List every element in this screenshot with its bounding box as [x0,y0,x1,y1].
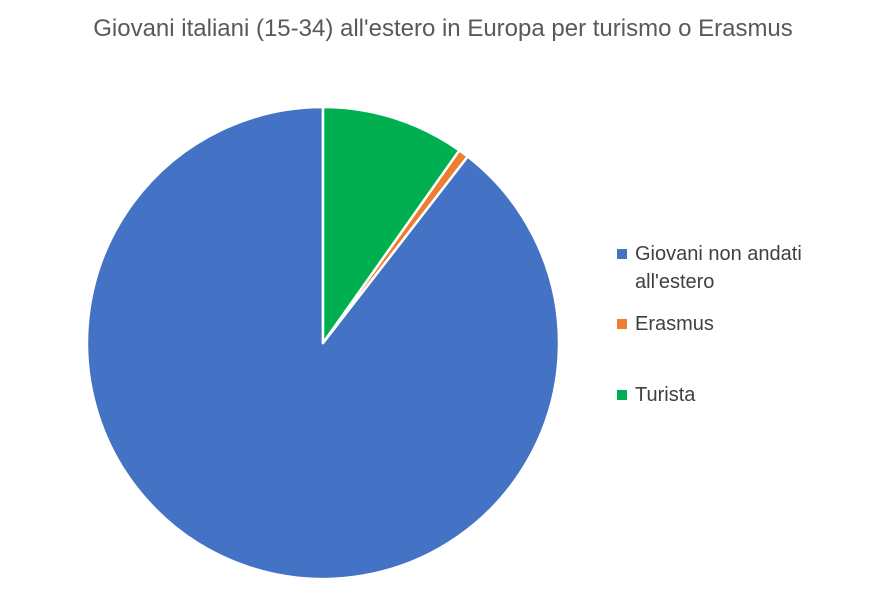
legend-swatch-turista [617,390,627,400]
legend-swatch-erasmus [617,319,627,329]
chart-title: Giovani italiani (15-34) all'estero in E… [93,15,793,42]
legend-label-erasmus: Erasmus [635,313,714,335]
legend: Giovani non andati all'estero Erasmus Tu… [617,240,857,409]
pie-slices [85,105,561,581]
legend-label-giovani: Giovani non andati all'estero [635,243,802,293]
legend-swatch-giovani [617,249,627,259]
legend-label-turista: Turista [635,384,696,406]
legend-item-erasmus: Erasmus [617,310,857,338]
legend-item-turista: Turista [617,381,857,409]
pie-slice-turista [321,105,461,345]
legend-item-giovani: Giovani non andati all'estero [617,240,857,296]
